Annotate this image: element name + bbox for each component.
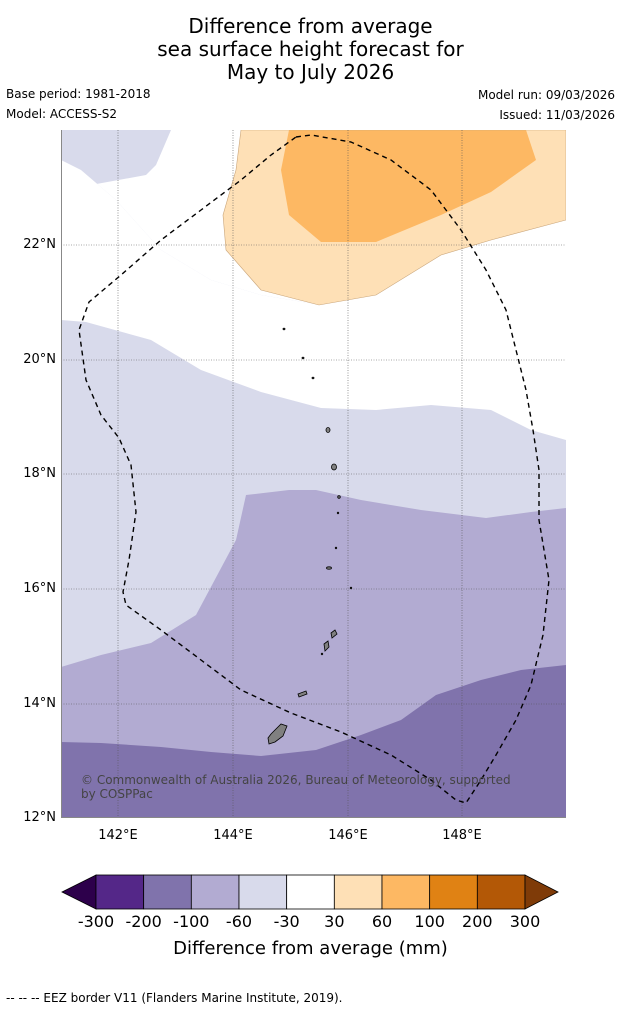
colorbar-cell [286, 874, 335, 910]
issued-date: Issued: 11/03/2026 [499, 108, 615, 122]
colorbar-cell [143, 874, 192, 910]
lat-label-16: 16°N [23, 581, 56, 596]
colorbar-cell [333, 874, 383, 910]
forecast-map[interactable]: © Commonwealth of Australia 2026, Bureau… [61, 130, 566, 818]
colorbar-cell [238, 874, 288, 910]
title-line-3: May to July 2026 [226, 60, 395, 84]
band-neg60-neg30-top [61, 130, 171, 185]
map-frame [61, 130, 566, 818]
lat-label-22: 22°N [23, 237, 56, 252]
eez-legend-note: -- -- -- EEZ border V11 (Flanders Marine… [6, 991, 343, 1005]
title-line-1: Difference from average [188, 14, 433, 38]
colorbar-tick-label: -60 [225, 912, 253, 931]
lat-label-18: 18°N [23, 466, 56, 481]
colorbar-cell [190, 874, 240, 910]
colorbar-tick-label: 30 [324, 912, 345, 931]
colorbar-cell [381, 874, 431, 910]
copyright-notice: © Commonwealth of Australia 2026, Bureau… [81, 773, 511, 801]
lon-label-142: 142°E [98, 828, 138, 843]
colorbar-tick-label: 300 [509, 912, 541, 931]
band-neutral-fill [61, 160, 566, 440]
colorbar-cell [95, 874, 145, 910]
colorbar-tick-label: 60 [371, 912, 393, 931]
map-canvas [61, 130, 566, 818]
colorbar-cell [476, 874, 526, 910]
islands [267, 327, 353, 745]
model-name: Model: ACCESS-S2 [6, 107, 118, 121]
colorbar-extend-high [524, 874, 559, 910]
lon-label-146: 146°E [328, 828, 368, 843]
lat-label-14: 14°N [23, 696, 56, 711]
colorbar [61, 874, 559, 910]
lat-label-20: 20°N [23, 352, 56, 367]
colorbar-tick-label: -200 [125, 912, 162, 931]
lon-label-144: 144°E [213, 828, 253, 843]
title-line-2: sea surface height forecast for [157, 37, 464, 61]
model-run: Model run: 09/03/2026 [477, 88, 615, 102]
colorbar-tick-label: -100 [173, 912, 210, 931]
map-title: Difference from average sea surface heig… [0, 15, 621, 84]
colorbar-extend-low [61, 874, 97, 910]
colorbar-tick-label: 200 [462, 912, 493, 931]
lon-label-148: 148°E [442, 828, 482, 843]
band-neg200-neg100 [61, 665, 566, 818]
lat-label-12: 12°N [23, 810, 56, 825]
colorbar-label: Difference from average (mm) [173, 938, 448, 959]
graticule [61, 130, 566, 818]
colorbar-tick-label: -300 [77, 912, 115, 931]
eez-border [78, 134, 550, 804]
colorbar-tick-label: 100 [414, 912, 445, 931]
base-period: Base period: 1981-2018 [6, 87, 151, 101]
colorbar-tick-label: -30 [273, 912, 300, 931]
contour-30 [222, 130, 566, 306]
colorbar-cell [429, 874, 478, 910]
band-60-100 [281, 130, 536, 242]
